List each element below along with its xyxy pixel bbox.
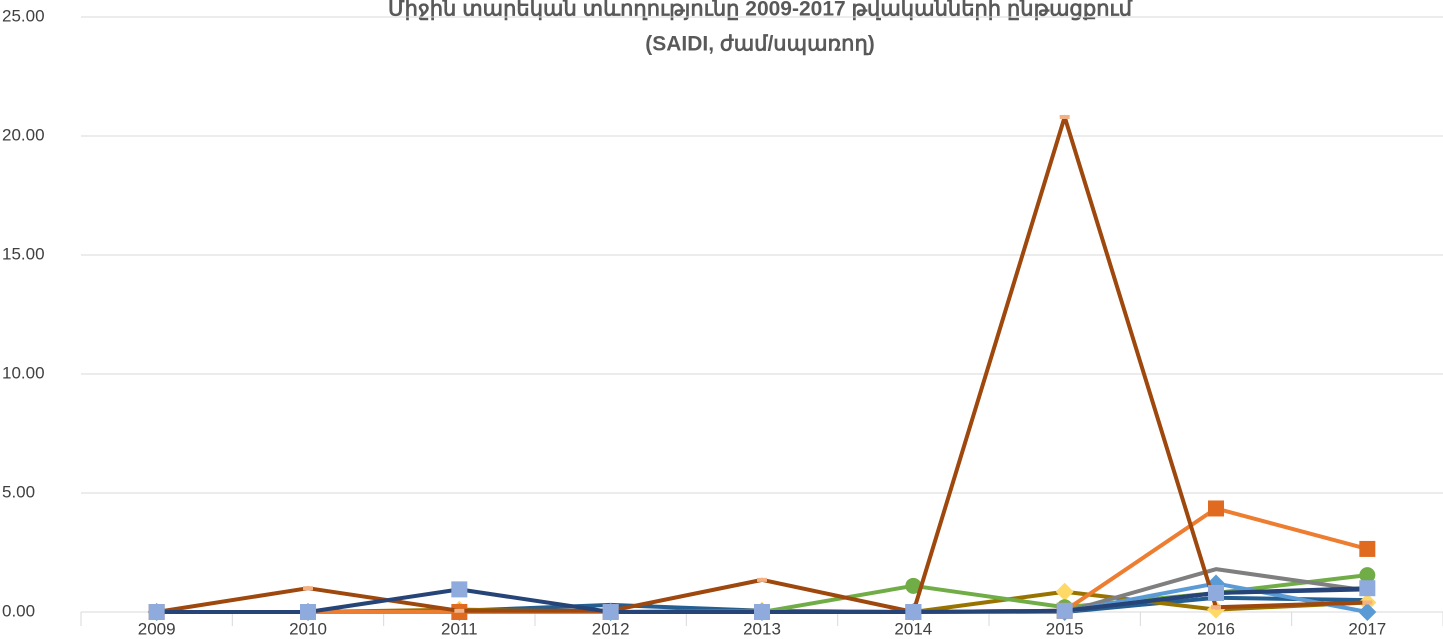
marker [1055, 582, 1074, 601]
series-line [156, 114, 1368, 614]
marker [1056, 602, 1073, 619]
marker [602, 604, 619, 620]
marker [905, 604, 922, 620]
marker [1359, 567, 1376, 584]
chart-subtitle: (SAIDI, ժամ/սպառող) [645, 33, 875, 56]
marker [1359, 540, 1376, 557]
x-tick-label: 2014 [894, 619, 932, 638]
y-tick-label: 10.00 [2, 363, 45, 382]
x-tick-label: 2015 [1046, 619, 1084, 638]
marker [1362, 600, 1373, 605]
y-tick-label: 20.00 [2, 125, 45, 144]
chart-title: Միջին տարեկան տևողությունը 2009-2017 թվա… [388, 0, 1133, 21]
marker [454, 608, 465, 613]
marker [1359, 580, 1376, 597]
x-tick-label: 2016 [1197, 619, 1235, 638]
x-tick-label: 2009 [138, 619, 176, 638]
marker [757, 577, 767, 582]
x-tick-label: 2012 [592, 619, 630, 638]
marker [300, 604, 316, 620]
x-tick-label: 2011 [441, 619, 478, 638]
marker [1208, 500, 1224, 517]
marker [1211, 605, 1221, 610]
x-tick-label: 2017 [1348, 619, 1386, 638]
marker [1358, 603, 1377, 621]
y-tick-label: 15.00 [2, 244, 45, 263]
x-tick-label: 2013 [743, 619, 781, 638]
marker [1059, 114, 1070, 119]
y-tick-label: 5.00 [2, 482, 35, 501]
marker [754, 604, 770, 620]
marker [303, 586, 313, 591]
marker [1208, 584, 1224, 601]
marker [905, 577, 922, 594]
marker [148, 604, 165, 620]
marker [451, 581, 468, 598]
y-tick-label: 25.00 [2, 6, 45, 25]
x-tick-label: 2010 [289, 619, 327, 638]
y-tick-label: 0.00 [2, 601, 35, 620]
